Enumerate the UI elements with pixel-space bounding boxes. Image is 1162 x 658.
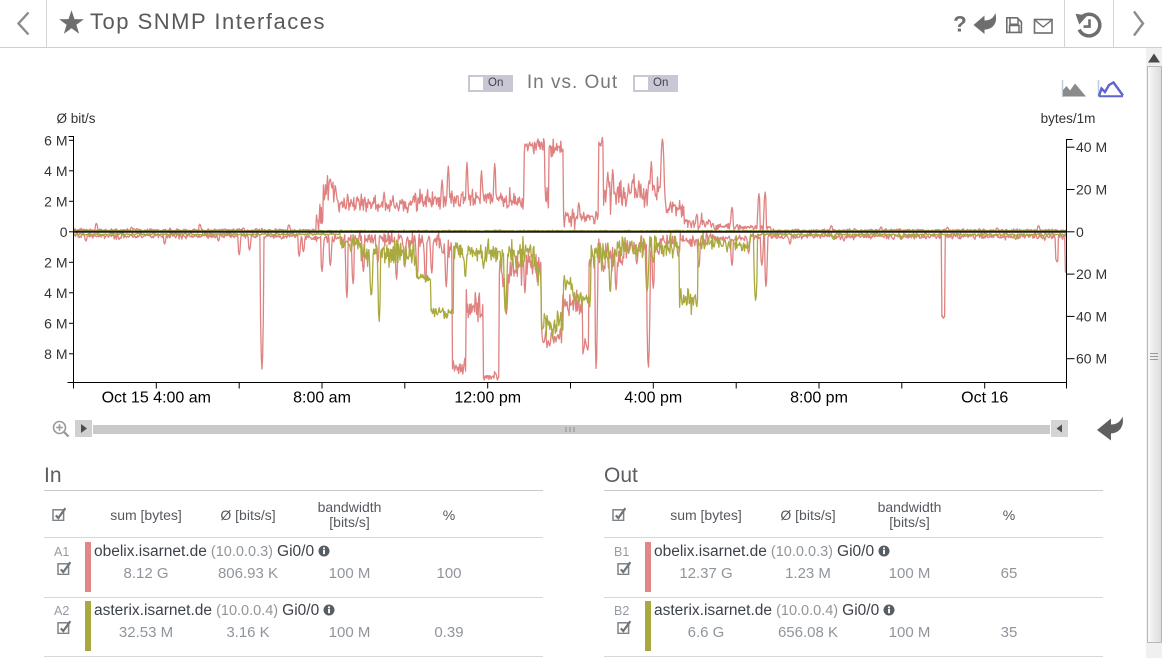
- svg-text:40 M: 40 M: [1076, 308, 1107, 324]
- svg-text:20 M: 20 M: [1076, 266, 1107, 282]
- svg-text:?: ?: [953, 12, 967, 37]
- svg-text:6 M: 6 M: [44, 315, 67, 331]
- svg-text:2 M: 2 M: [44, 193, 67, 209]
- svg-text:0: 0: [60, 224, 68, 240]
- svg-text:Oct 15 4:00 am: Oct 15 4:00 am: [102, 390, 211, 407]
- svg-text:60 M: 60 M: [1076, 351, 1107, 367]
- svg-text:bytes/1m: bytes/1m: [1041, 111, 1096, 126]
- svg-text:4 M: 4 M: [44, 163, 67, 179]
- svg-text:0: 0: [1076, 224, 1084, 240]
- svg-text:4 M: 4 M: [44, 285, 67, 301]
- svg-text:6 M: 6 M: [44, 132, 67, 148]
- svg-text:Oct 16: Oct 16: [961, 390, 1008, 407]
- svg-text:12:00 pm: 12:00 pm: [454, 390, 521, 407]
- svg-text:40 M: 40 M: [1076, 139, 1107, 155]
- svg-text:8:00 am: 8:00 am: [293, 390, 351, 407]
- svg-text:4:00 pm: 4:00 pm: [624, 390, 682, 407]
- svg-text:2 M: 2 M: [44, 254, 67, 270]
- svg-text:8 M: 8 M: [44, 346, 67, 362]
- svg-text:Ø bit/s: Ø bit/s: [56, 111, 95, 126]
- svg-text:20 M: 20 M: [1076, 182, 1107, 198]
- svg-text:8:00 pm: 8:00 pm: [790, 390, 848, 407]
